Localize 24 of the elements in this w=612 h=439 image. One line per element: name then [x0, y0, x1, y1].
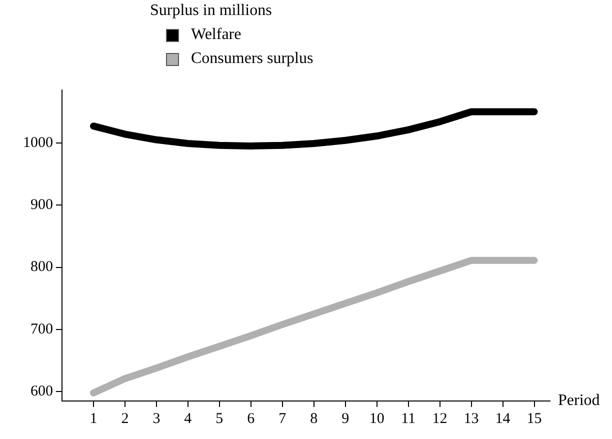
x-tick-label: 10	[369, 410, 384, 427]
y-tick-label: 600	[30, 384, 53, 400]
legend-title: Surplus in millions	[150, 2, 273, 20]
y-tick-label: 900	[30, 197, 53, 214]
x-tick-label: 13	[464, 410, 479, 427]
y-tick-label: 700	[30, 321, 53, 338]
x-tick-label: 1	[90, 410, 98, 427]
x-tick-label: 11	[401, 410, 416, 427]
x-tick-label: 2	[121, 410, 129, 427]
x-tick-label: 5	[216, 410, 224, 427]
legend-label: Consumers surplus	[191, 50, 314, 68]
x-tick-label: 12	[432, 410, 448, 427]
legend-label: Welfare	[191, 26, 242, 44]
x-tick-label: 6	[247, 410, 256, 427]
y-tick-label: 800	[30, 259, 53, 276]
x-tick-label: 15	[526, 410, 542, 427]
x-tick-label: 4	[184, 410, 192, 427]
x-tick-label: 7	[278, 410, 287, 427]
x-tick-label: 9	[342, 410, 350, 427]
x-tick-label: 8	[310, 410, 318, 427]
y-tick-label: 1000	[23, 134, 53, 151]
x-tick-label: 14	[495, 410, 511, 427]
x-axis-title: Period	[558, 392, 600, 410]
x-tick-label: 3	[152, 410, 160, 427]
